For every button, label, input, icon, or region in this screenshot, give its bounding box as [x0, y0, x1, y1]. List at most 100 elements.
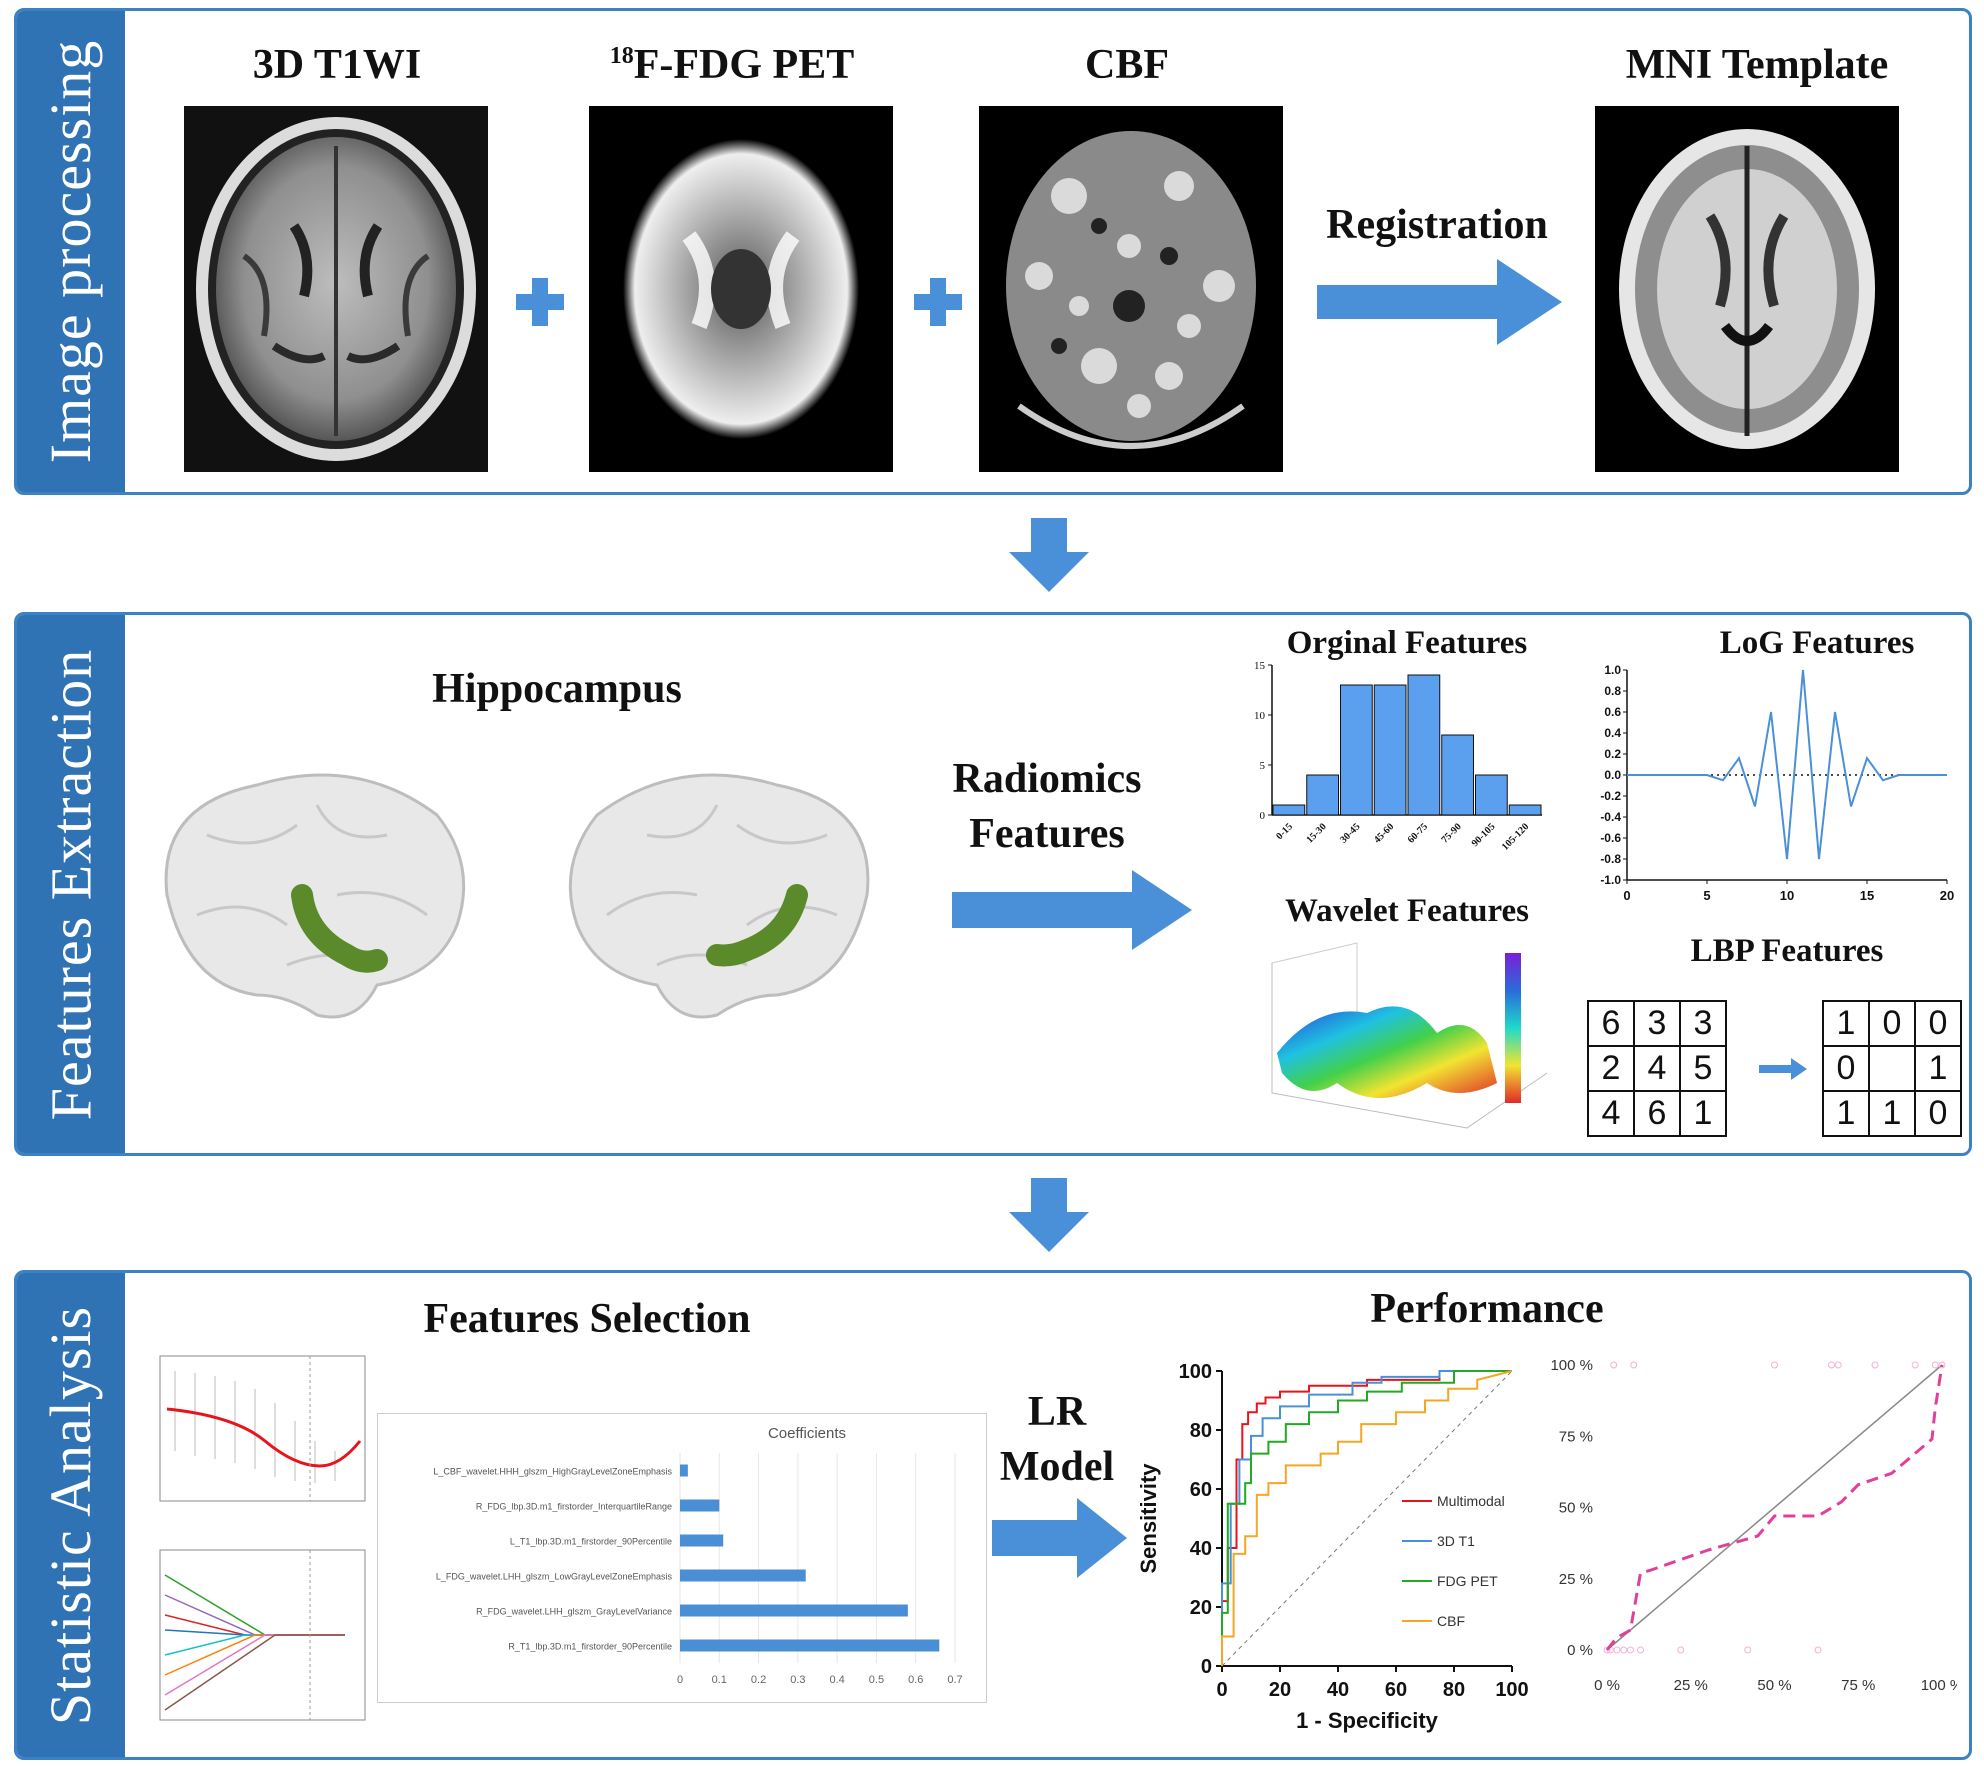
coefficient-bar	[680, 1499, 720, 1512]
x-tick-label: 15	[1860, 888, 1874, 903]
image-processing-label: Image processing	[38, 39, 104, 464]
registration-arrow-icon	[1317, 259, 1562, 345]
bar	[1475, 774, 1508, 816]
y-tick-label: 5	[1260, 760, 1266, 772]
category-label: R_FDG_lbp.3D.m1_firstorder_Interquartile…	[476, 1502, 672, 1512]
x-tick-label: 40	[1327, 1679, 1349, 1701]
x-tick-label: 45-60	[1372, 821, 1396, 845]
coefficient-bar	[680, 1464, 688, 1477]
rug-point	[1834, 1361, 1842, 1369]
lbp-arrow-icon	[1759, 1058, 1807, 1080]
x-tick-label: 0-15	[1274, 821, 1295, 842]
x-tick-label: 60-75	[1406, 821, 1430, 845]
original-features-title: Orginal Features	[1286, 625, 1528, 661]
brain-right-hemisphere-image	[568, 773, 870, 1019]
x-tick-label: 75 %	[1841, 1677, 1875, 1694]
y-tick-label: -0.6	[1600, 831, 1621, 845]
features-selection-title: Features Selection	[423, 1296, 751, 1342]
image-processing-panel: Image processing 3D T1WI 18F-FDG PET CBF…	[14, 8, 1972, 495]
ideal-line	[1606, 1364, 1943, 1651]
registration-label: Registration	[1326, 202, 1548, 248]
legend-label: FDG PET	[1437, 1573, 1498, 1589]
log-features-chart: 1.0 0.8 0.6 0.4 0.2 0.0 -0.2 -0.4 -0.6 -0.8 -1.00 5…	[1600, 663, 1954, 903]
y-tick-label: 0.4	[1604, 726, 1621, 740]
pet-brain-image	[589, 106, 893, 472]
x-tick-label: 60	[1385, 1679, 1407, 1701]
y-tick-label: 100	[1179, 1361, 1212, 1383]
image-processing-sidebar: Image processing	[17, 11, 125, 492]
lbp-cell: 2	[1587, 1045, 1635, 1092]
pet-superscript: 18	[609, 43, 634, 69]
hippocampus-title: Hippocampus	[432, 666, 682, 712]
x-tick-label: 0	[1216, 1679, 1227, 1701]
x-tick-label: 0.4	[829, 1674, 844, 1686]
features-extraction-panel: Features Extraction Hippocampus Radiomic…	[14, 612, 1972, 1156]
lbp-cell: 0	[1868, 1000, 1916, 1047]
lr-line2: Model	[999, 1444, 1115, 1490]
y-tick-label: 0.6	[1604, 705, 1621, 719]
cbf-title: CBF	[1085, 42, 1169, 88]
y-tick-label: 60	[1190, 1479, 1212, 1501]
lbp-cell: 1	[1868, 1090, 1916, 1137]
category-label: L_FDG_wavelet.LHH_glszm_LowGrayLevelZone…	[436, 1572, 673, 1582]
x-tick-label: 20	[1269, 1679, 1291, 1701]
y-axis-label: Sensitivity	[1136, 1463, 1161, 1574]
chart-title: Coefficients	[768, 1425, 846, 1442]
coefficients-chart: Coefficients 0 0.1 0.2 0.3 0.4 0.5 0.6 0.7 L_CBF_…	[377, 1413, 987, 1703]
coefficient-bar	[680, 1569, 806, 1582]
rug-point	[1744, 1646, 1752, 1654]
y-tick-label: 20	[1190, 1597, 1212, 1619]
coefficient-bar	[680, 1639, 940, 1652]
lbp-cell: 6	[1633, 1090, 1681, 1137]
x-tick-label: 0.5	[869, 1674, 884, 1686]
lr-arrow-icon	[992, 1498, 1127, 1578]
statistic-analysis-label: Statistic Analysis	[38, 1305, 104, 1725]
lr-line1: LR	[1027, 1389, 1087, 1435]
y-tick-label: -0.8	[1600, 852, 1621, 866]
roc-line	[1221, 1370, 1512, 1666]
rug-point	[1931, 1361, 1939, 1369]
roc-chart: 0 20 40 60 80 100 0 20 40 60 80 100 1 - Specificity S…	[1136, 1361, 1529, 1733]
x-axis-label: 1 - Specificity	[1296, 1708, 1439, 1733]
y-tick-label: 15	[1254, 660, 1266, 672]
y-tick-label: 10	[1254, 710, 1266, 722]
rug-point	[1677, 1646, 1685, 1654]
lbp-cell: 1	[1822, 1090, 1870, 1137]
lbp-cell: 3	[1633, 1000, 1681, 1047]
bar	[1407, 674, 1441, 816]
wavelet-surface-image	[1271, 942, 1548, 1129]
x-tick-label: 0.7	[947, 1674, 962, 1686]
x-tick-label: 80	[1443, 1679, 1465, 1701]
statistic-analysis-panel: Statistic Analysis Features Selection Co…	[14, 1270, 1972, 1760]
lbp-cell: 0	[1822, 1045, 1870, 1092]
t1wi-title: 3D T1WI	[252, 42, 422, 88]
x-tick-label: 0 %	[1594, 1677, 1620, 1694]
x-tick-label: 0.2	[751, 1674, 766, 1686]
rug-point	[1610, 1361, 1618, 1369]
features-extraction-sidebar: Features Extraction	[17, 615, 125, 1153]
original-features-chart: 0 5 10 15 0-15 15-30 30-45 45-60 60-75 75-90 90-10…	[1254, 660, 1542, 853]
lbp-cell: 0	[1914, 1000, 1962, 1047]
legend-label: CBF	[1437, 1613, 1465, 1629]
lbp-cell: 6	[1587, 1000, 1635, 1047]
y-tick-label: -0.4	[1600, 810, 1621, 824]
y-tick-label: 75 %	[1559, 1428, 1593, 1445]
legend-label: 3D T1	[1437, 1533, 1475, 1549]
y-tick-label: -0.2	[1600, 789, 1621, 803]
y-tick-label: 0.8	[1604, 684, 1621, 698]
rug-point	[1613, 1646, 1621, 1654]
y-tick-label: -1.0	[1600, 873, 1621, 887]
rug-point	[1938, 1361, 1946, 1369]
category-label: L_CBF_wavelet.HHH_glszm_HighGrayLevelZon…	[433, 1467, 672, 1477]
x-tick-label: 0	[677, 1674, 683, 1686]
pet-title-text: F-FDG PET	[633, 42, 855, 88]
category-label: R_FDG_wavelet.LHH_glszm_GrayLevelVarianc…	[476, 1607, 672, 1617]
x-tick-label: 30-45	[1338, 821, 1362, 845]
radiomics-line1: Radiomics	[952, 756, 1142, 802]
pet-title: 18F-FDG PET	[572, 41, 892, 89]
mni-template-image	[1595, 106, 1899, 472]
calibration-line	[1605, 1364, 1944, 1651]
mni-title: MNI Template	[1625, 42, 1889, 88]
